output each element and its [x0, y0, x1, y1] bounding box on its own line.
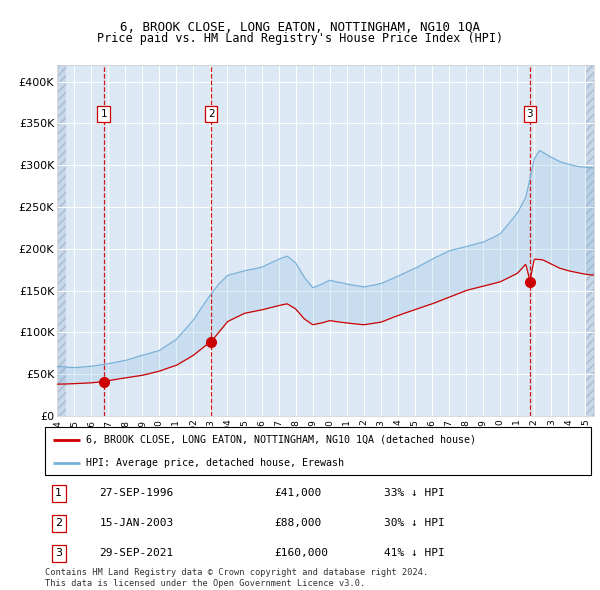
Text: 3: 3: [55, 548, 62, 558]
Text: £160,000: £160,000: [274, 548, 328, 558]
Text: 15-JAN-2003: 15-JAN-2003: [100, 518, 174, 528]
Text: 33% ↓ HPI: 33% ↓ HPI: [383, 489, 444, 499]
Text: 1: 1: [100, 109, 107, 119]
Text: This data is licensed under the Open Government Licence v3.0.: This data is licensed under the Open Gov…: [45, 579, 365, 588]
Text: Price paid vs. HM Land Registry's House Price Index (HPI): Price paid vs. HM Land Registry's House …: [97, 32, 503, 45]
Text: 1: 1: [55, 489, 62, 499]
Text: 2: 2: [208, 109, 214, 119]
Text: 27-SEP-1996: 27-SEP-1996: [100, 489, 174, 499]
Text: Contains HM Land Registry data © Crown copyright and database right 2024.: Contains HM Land Registry data © Crown c…: [45, 568, 428, 576]
Text: £41,000: £41,000: [274, 489, 322, 499]
Text: 30% ↓ HPI: 30% ↓ HPI: [383, 518, 444, 528]
FancyBboxPatch shape: [45, 427, 591, 475]
Text: 29-SEP-2021: 29-SEP-2021: [100, 548, 174, 558]
Text: HPI: Average price, detached house, Erewash: HPI: Average price, detached house, Erew…: [86, 458, 344, 468]
Text: 3: 3: [527, 109, 533, 119]
Text: 41% ↓ HPI: 41% ↓ HPI: [383, 548, 444, 558]
Text: 2: 2: [55, 518, 62, 528]
Text: £88,000: £88,000: [274, 518, 322, 528]
Text: 6, BROOK CLOSE, LONG EATON, NOTTINGHAM, NG10 1QA (detached house): 6, BROOK CLOSE, LONG EATON, NOTTINGHAM, …: [86, 435, 476, 445]
Text: 6, BROOK CLOSE, LONG EATON, NOTTINGHAM, NG10 1QA: 6, BROOK CLOSE, LONG EATON, NOTTINGHAM, …: [120, 21, 480, 34]
